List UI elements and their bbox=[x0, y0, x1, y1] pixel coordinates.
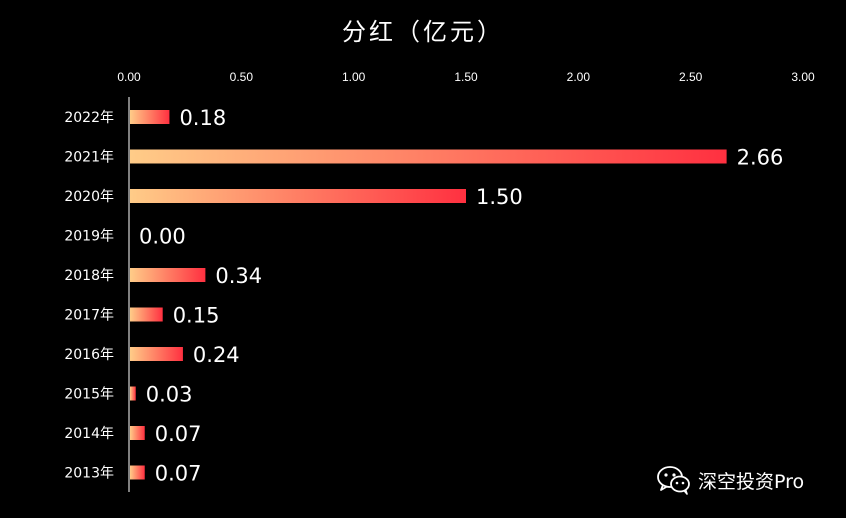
bar bbox=[130, 386, 136, 401]
data-label: 2.66 bbox=[737, 146, 784, 170]
x-tick-label: 1.50 bbox=[454, 70, 478, 84]
bar bbox=[130, 307, 163, 322]
bar bbox=[130, 149, 727, 164]
x-tick-label: 0.50 bbox=[230, 70, 254, 84]
bar-series bbox=[130, 110, 727, 480]
category-label: 2021年 bbox=[64, 150, 114, 166]
category-label: 2015年 bbox=[64, 387, 114, 403]
data-label: 0.03 bbox=[146, 383, 193, 407]
category-label: 2020年 bbox=[64, 189, 114, 205]
watermark: 深空投资Pro bbox=[656, 464, 804, 496]
bar bbox=[130, 110, 170, 124]
x-tick-label: 2.50 bbox=[679, 70, 703, 84]
data-label: 0.07 bbox=[155, 422, 202, 446]
bar bbox=[130, 426, 145, 440]
x-axis-ticks: 0.00 0.50 1.00 1.50 2.00 2.50 3.00 bbox=[117, 70, 815, 84]
category-label: 2019年 bbox=[64, 229, 114, 245]
category-label: 2017年 bbox=[64, 308, 114, 324]
x-tick-label: 3.00 bbox=[791, 70, 815, 84]
bar bbox=[130, 347, 183, 361]
data-label: 0.34 bbox=[215, 264, 262, 288]
x-tick-label: 0.00 bbox=[117, 70, 141, 84]
x-tick-label: 2.00 bbox=[567, 70, 591, 84]
category-label: 2013年 bbox=[64, 466, 114, 482]
bar bbox=[130, 465, 145, 480]
category-label: 2014年 bbox=[64, 426, 114, 442]
chart-title: 分红（亿元） bbox=[342, 18, 504, 46]
bar bbox=[130, 268, 206, 282]
category-labels: 2022年 2021年 2020年 2019年 2018年 2017年 2016年 2015年… bbox=[64, 110, 114, 482]
data-label: 0.24 bbox=[193, 343, 240, 367]
data-labels: 0.18 2.66 1.50 0.00 0.34 0.15 0.240.03 0.07 0.07 bbox=[139, 106, 783, 486]
watermark-text: 深空投资Pro bbox=[698, 470, 805, 493]
data-label: 0.07 bbox=[155, 462, 202, 486]
category-label: 2018年 bbox=[64, 268, 114, 284]
data-label: 0.00 bbox=[139, 225, 186, 249]
data-label: 0.18 bbox=[179, 106, 226, 130]
wechat-icon bbox=[657, 466, 690, 495]
data-label: 0.15 bbox=[173, 304, 220, 328]
data-label: 1.50 bbox=[476, 185, 523, 209]
category-label: 2016年 bbox=[64, 347, 114, 363]
category-label: 2022年 bbox=[64, 110, 114, 126]
bar bbox=[130, 189, 466, 203]
x-tick-label: 1.00 bbox=[342, 70, 366, 84]
